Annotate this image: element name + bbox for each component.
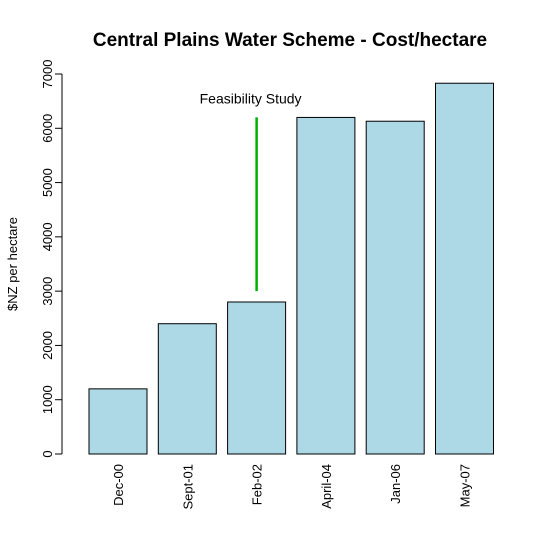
x-tick-labels: Dec-00 Sept-01 Feb-02 April-04 Jan-06 May-07 [111, 464, 473, 510]
x-tick-label: May-07 [458, 464, 473, 507]
y-axis-title: $NZ per hectare [5, 217, 20, 311]
bar-dec-00 [88, 388, 148, 455]
annotation: Feasibility Study [200, 90, 302, 292]
y-tick-label: 2000 [40, 331, 55, 360]
bar-sept-01 [157, 323, 217, 455]
y-tick-label: 4000 [40, 222, 55, 251]
bar-may-07 [435, 82, 494, 455]
chart-title: Central Plains Water Scheme - Cost/hecta… [93, 30, 487, 51]
y-tick-label: 5000 [40, 168, 55, 197]
x-tick-label: Feb-02 [250, 464, 265, 505]
y-tick-label: 1000 [40, 385, 55, 414]
y-tick-label: 0 [40, 450, 55, 457]
y-axis: 0 1000 2000 3000 4000 5000 6000 7000 [40, 60, 63, 458]
x-tick-label: Dec-00 [111, 464, 126, 506]
feasibility-study-label: Feasibility Study [200, 90, 302, 106]
y-tick-label: 7000 [40, 60, 55, 89]
bar-jan-06 [365, 120, 425, 455]
y-tick-label: 3000 [40, 277, 55, 306]
bar-feb-02 [227, 301, 287, 455]
bar-april-04 [296, 116, 356, 455]
x-tick-label: Jan-06 [388, 464, 403, 504]
x-tick-label: Sept-01 [180, 464, 195, 510]
x-tick-label: April-04 [319, 464, 334, 509]
bars-group [88, 82, 494, 455]
y-tick-label: 6000 [40, 114, 55, 143]
